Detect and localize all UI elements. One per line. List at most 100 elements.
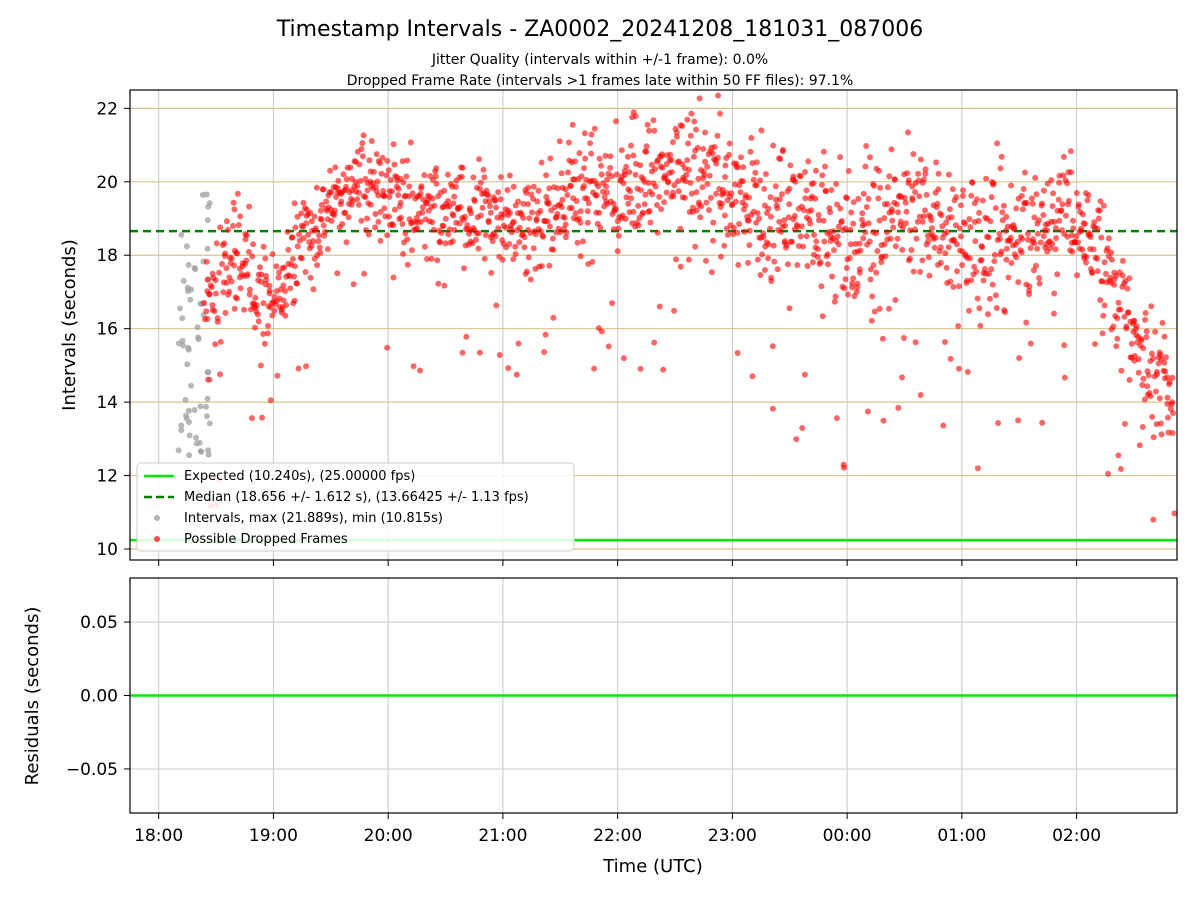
x-tick-label: 23:00 <box>708 826 757 846</box>
interval-point <box>186 419 192 426</box>
dropped-frame-point <box>1031 214 1038 221</box>
dropped-frame-point <box>504 187 511 193</box>
dropped-frame-point <box>856 269 863 276</box>
dropped-frame-point <box>201 300 208 306</box>
dropped-frame-point <box>1032 174 1039 181</box>
dropped-frame-point <box>562 234 569 241</box>
interval-point <box>194 324 201 331</box>
dropped-frame-point <box>824 251 831 258</box>
dropped-frame-point <box>366 157 373 164</box>
dropped-frame-point <box>701 172 708 178</box>
dropped-frame-point <box>505 365 512 372</box>
dropped-frame-point <box>574 239 581 246</box>
dropped-frame-point <box>481 174 488 181</box>
dropped-frame-point <box>652 166 658 172</box>
dropped-frame-point <box>333 194 340 200</box>
dropped-frame-point <box>1015 279 1022 286</box>
interval-point <box>177 305 183 312</box>
dropped-frame-point <box>1008 260 1015 266</box>
dropped-frame-point <box>1094 268 1101 275</box>
dropped-frame-point <box>582 155 589 162</box>
dropped-frame-point <box>833 415 840 422</box>
bottom-y-axis-title: Residuals (seconds) <box>22 607 43 786</box>
dropped-frame-point <box>429 219 436 226</box>
dropped-frame-point <box>754 256 761 263</box>
dropped-frame-point <box>265 322 271 329</box>
dropped-frame-point <box>878 259 885 266</box>
dropped-frame-point <box>253 302 260 309</box>
dropped-frame-point <box>399 221 406 227</box>
dropped-frame-point <box>343 183 350 190</box>
dropped-frame-point <box>973 268 980 275</box>
dropped-frame-point <box>627 188 633 195</box>
dropped-frame-point <box>554 185 561 192</box>
dropped-frame-point <box>378 170 385 177</box>
dropped-frame-point <box>216 269 223 276</box>
dropped-frame-point <box>769 343 776 350</box>
interval-point <box>195 336 202 343</box>
dropped-frame-point <box>708 269 715 276</box>
dropped-frame-point <box>742 202 749 209</box>
dropped-frame-point <box>943 264 950 271</box>
dropped-frame-point <box>702 158 708 165</box>
dropped-frame-point <box>673 129 680 136</box>
dropped-frame-point <box>700 145 707 152</box>
dropped-frame-point <box>1039 200 1045 207</box>
dropped-frame-point <box>384 232 391 239</box>
dropped-frame-point <box>884 184 891 191</box>
x-tick-label: 00:00 <box>823 826 872 846</box>
dropped-frame-point <box>964 368 971 375</box>
dropped-frame-point <box>623 194 630 201</box>
dropped-frame-point <box>722 174 729 180</box>
dropped-frame-point <box>1050 190 1057 197</box>
dropped-frame-point <box>1060 153 1067 160</box>
dropped-frame-point <box>798 223 805 230</box>
dropped-frame-point <box>869 293 876 300</box>
dropped-frame-point <box>1068 232 1075 239</box>
dropped-frame-point <box>726 140 733 147</box>
dropped-frame-point <box>690 153 697 160</box>
dropped-frame-point <box>303 363 310 370</box>
dropped-frame-point <box>526 215 533 222</box>
bottom-x-ticks: 18:00 19:00 20:00 21:00 22:00 23:00 00:00 01:00… <box>134 813 1101 846</box>
dropped-frame-point <box>282 312 289 319</box>
dropped-frame-point <box>899 246 906 253</box>
dropped-frame-point <box>572 210 579 217</box>
dropped-frame-point <box>364 215 370 222</box>
dropped-frame-point <box>391 161 398 168</box>
dropped-frame-point <box>837 154 844 161</box>
dropped-frame-point <box>786 185 793 192</box>
dropped-frame-point <box>1003 213 1010 220</box>
dropped-frame-point <box>223 279 230 286</box>
dropped-frame-point <box>1039 419 1046 426</box>
dropped-frame-point <box>822 188 829 194</box>
dropped-frame-point <box>213 240 220 247</box>
dropped-frame-point <box>1030 267 1037 274</box>
dropped-frame-point <box>736 221 743 227</box>
dropped-frame-point <box>814 253 821 260</box>
dropped-frame-point <box>683 171 690 178</box>
dropped-frame-point <box>833 181 840 187</box>
dropped-frame-point <box>576 150 583 157</box>
dropped-frame-point <box>468 210 475 217</box>
dropped-frame-point <box>451 193 458 200</box>
dropped-frame-point <box>643 143 650 150</box>
dropped-frame-point <box>767 225 773 232</box>
dropped-frame-point <box>463 333 470 340</box>
dropped-frame-point <box>709 150 716 157</box>
dropped-frame-point <box>650 117 657 124</box>
dropped-frame-point <box>249 253 256 260</box>
dropped-frame-point <box>746 194 753 201</box>
dropped-frame-point <box>482 232 489 239</box>
dropped-frame-point <box>421 172 428 179</box>
dropped-frame-point <box>1018 192 1025 199</box>
dropped-frame-point <box>850 220 857 227</box>
dropped-frame-point <box>802 169 808 175</box>
dropped-frame-point <box>608 173 615 180</box>
dropped-frame-point <box>471 198 478 204</box>
dropped-frame-point <box>263 277 270 283</box>
dropped-frame-point <box>959 262 966 268</box>
dropped-frame-point <box>298 255 305 262</box>
dropped-frame-point <box>941 339 948 345</box>
dropped-frame-point <box>1060 172 1067 179</box>
